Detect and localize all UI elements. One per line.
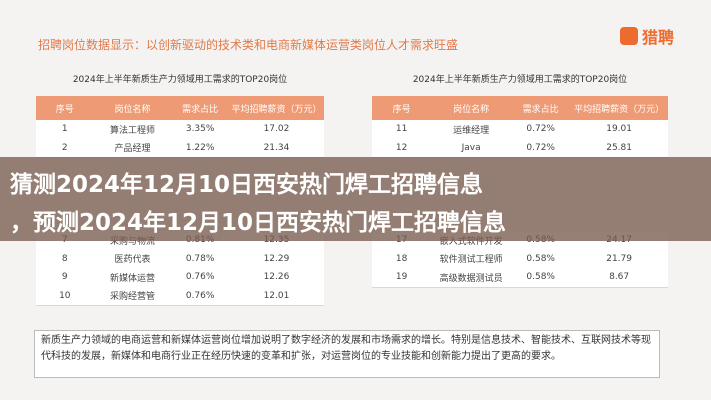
table-row: 9 新媒体运营 0.76% 12.26: [36, 268, 324, 288]
table-row: 2 产品经理 1.22% 21.34: [36, 138, 324, 158]
note: 新质生产力领域的电商运营和新媒体运营岗位增加说明了数字经济的发展和市场需求的增长…: [34, 330, 660, 378]
table-row: 8 医药代表 0.78% 12.29: [36, 249, 324, 269]
table-cell: 8.67: [609, 272, 630, 283]
table-header: 序号 岗位名称 需求占比 平均招聘薪资（万元）: [36, 96, 324, 120]
table-cell: 18: [395, 253, 408, 264]
table-cell: 0.72%: [526, 124, 555, 135]
table-cell: 25.81: [606, 142, 632, 153]
table-row: 12 Java 0.72% 25.81: [372, 138, 668, 158]
column-header: 岗位名称: [453, 104, 490, 115]
table-cell: 0.78%: [185, 253, 215, 264]
overlay-title: 猜测2024年12月10日西安热门焊工招聘信息: [10, 172, 484, 198]
table-cell: 21.34: [263, 142, 290, 153]
table-cell: 采购与物流: [109, 236, 155, 247]
column-header: 平均招聘薪资（万元）: [231, 104, 322, 115]
column-header: 需求占比: [522, 104, 559, 115]
table-row: 19 高级数据测试员 0.58% 8.67: [372, 268, 668, 288]
table-cell: 12.26: [263, 272, 290, 283]
table-cell: 运维经理: [453, 125, 490, 136]
table-cell: 新媒体运营: [109, 273, 155, 284]
table-title: 2024年上半年新质生产力领域用工需求的TOP20岗位: [412, 75, 628, 85]
logo-text: 猎聘: [642, 28, 675, 47]
table-header: 序号 岗位名称 需求占比 平均招聘薪资（万元）: [372, 96, 668, 120]
table-cell: 0.72%: [526, 142, 555, 153]
table-row: 1 算法工程师 3.35% 17.02: [36, 120, 324, 140]
table-cell: 12.01: [263, 290, 290, 301]
column-header: 岗位名称: [114, 104, 151, 115]
logo: 猎聘: [620, 24, 674, 48]
table-row: 11 运维经理 0.72% 19.01: [372, 120, 668, 140]
table-row: 18 软件测试工程师 0.58% 21.79: [372, 249, 668, 269]
table-cell: 采购经营管: [109, 292, 155, 303]
table-cell: 0.76%: [185, 272, 215, 283]
header-title: 招聘岗位数据显示：以创新驱动的技术类和电商新媒体运营类岗位人才需求旺盛: [38, 38, 459, 52]
table-cell: 2: [61, 142, 68, 153]
table-cell: 3.35%: [185, 124, 215, 135]
table-cell: 0.58%: [526, 253, 555, 264]
table-cell: 12: [395, 142, 408, 153]
column-header: 需求占比: [182, 104, 219, 115]
table-cell: 医药代表: [114, 255, 151, 266]
overlay-title: ，预测2024年12月10日西安热门焊工招聘信息: [10, 210, 507, 236]
table-cell: 19.01: [606, 124, 632, 135]
table-cell: 10: [59, 290, 71, 301]
table-cell: 9: [61, 272, 68, 283]
table-cell: 19: [395, 272, 408, 283]
table-cell: 12.29: [263, 253, 290, 264]
column-header: 序号: [392, 104, 411, 115]
table-cell: 软件测试工程师: [439, 255, 503, 266]
table-cell: 嵌入式软件开发: [439, 236, 503, 247]
table-cell: 1.22%: [185, 142, 215, 153]
table-cell: 11: [395, 124, 408, 135]
table-cell: 17.02: [263, 124, 290, 135]
table-cell: 高级数据测试员: [439, 273, 503, 284]
table-title: 2024年上半年新质生产力领域用工需求的TOP20岗位: [72, 75, 288, 85]
table: 序号 岗位名称 需求占比 平均招聘薪资（万元） 1 算法工程师 3.35% 17.02 2 产品经…: [36, 96, 324, 316]
table-cell: 8: [61, 253, 68, 264]
table-cell: 0.76%: [185, 290, 215, 301]
table-cell: 算法工程师: [109, 125, 155, 136]
table-row: 10 采购经营管 0.76% 12.01: [36, 286, 324, 306]
column-header: 序号: [55, 104, 74, 115]
table-cell: 0.58%: [526, 272, 555, 283]
table-cell: Java: [461, 142, 481, 153]
table-cell: 1: [61, 124, 68, 135]
table-cell: 产品经理: [114, 144, 151, 155]
column-header: 平均招聘薪资（万元）: [574, 104, 665, 115]
table-cell: 21.79: [606, 253, 632, 264]
overlay-band: [0, 157, 711, 241]
